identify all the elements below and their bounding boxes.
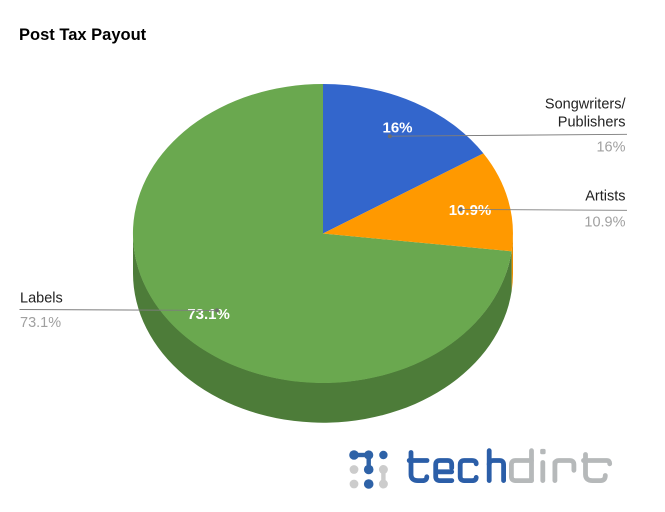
svg-text:Songwriters/: Songwriters/ [545, 96, 627, 112]
svg-text:Labels: Labels [20, 291, 63, 307]
svg-text:Post Tax Payout: Post Tax Payout [19, 26, 147, 44]
svg-text:10.9%: 10.9% [449, 202, 492, 219]
svg-text:10.9%: 10.9% [584, 215, 625, 231]
svg-text:16%: 16% [596, 140, 625, 156]
svg-text:Artists: Artists [585, 188, 625, 204]
svg-text:73.1%: 73.1% [187, 306, 230, 323]
svg-text:73.1%: 73.1% [20, 315, 61, 331]
svg-text:16%: 16% [382, 119, 412, 136]
svg-text:Publishers: Publishers [558, 115, 626, 131]
